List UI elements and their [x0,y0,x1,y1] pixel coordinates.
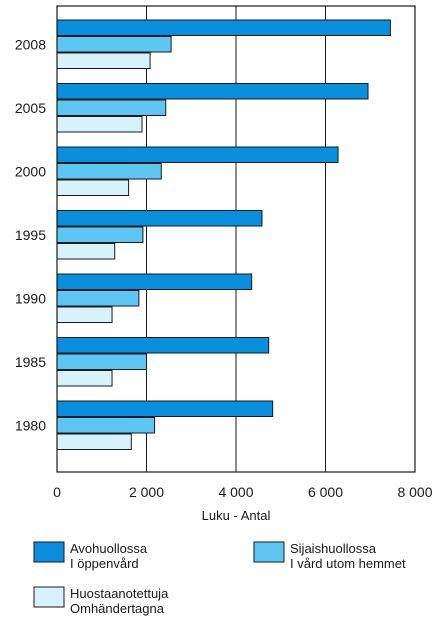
bar-1995-series-3 [56,243,116,260]
bar-2008-series-3 [56,52,151,69]
plot-frame [56,5,416,473]
legend-label-series-1: Avohuollossa [70,541,148,556]
bar-2000-series-2 [56,163,162,180]
category-label-2005: 2005 [15,100,46,116]
bar-1985-series-2 [56,353,147,370]
category-label-1980: 1980 [15,417,46,433]
category-label-2008: 2008 [15,36,46,52]
legend-sublabel-series-3: Omhändertagna [70,601,165,616]
x-tick-label-4000: 4 000 [218,484,253,500]
bar-1990-series-1 [56,273,253,290]
bar-1990-series-2 [56,290,140,307]
legend-sublabel-series-2: I vård utom hemmet [290,556,406,571]
x-tick-label-8000: 8 000 [397,484,432,500]
bar-2008-series-1 [56,19,391,36]
x-tick-label-2000: 2 000 [129,484,164,500]
x-tick-label-0: 0 [53,484,61,500]
x-axis-title: Luku - Antal [202,508,271,523]
x-tick-label-6000: 6 000 [308,484,343,500]
bar-1985-series-3 [56,370,113,387]
category-label-1995: 1995 [15,227,46,243]
bar-1980-series-2 [56,417,156,434]
bar-1980-series-3 [56,433,132,450]
bar-1995-series-1 [56,210,263,227]
bar-1990-series-3 [56,306,113,323]
legend-label-series-2: Sijaishuollossa [290,541,377,556]
bar-2008-series-2 [56,36,172,53]
bar-2005-series-3 [56,116,143,133]
x-tick-labels: 0 2 000 4 000 6 000 8 000 [53,484,433,500]
legend-sublabel-series-1: I öppenvård [70,556,139,571]
bar-1995-series-2 [56,226,144,243]
plot-border [56,5,416,473]
legend-label-series-3: Huostaanotettuja [70,586,169,601]
legend-swatch-series-1 [33,541,65,563]
legend-swatch-series-3 [33,586,65,608]
category-label-1990: 1990 [15,290,46,306]
legend-swatch-series-2 [253,541,285,563]
bar-1985-series-1 [56,337,270,354]
category-labels: 2008 2005 2000 1995 1990 1985 1980 [15,36,46,433]
category-label-1985: 1985 [15,354,46,370]
bar-1980-series-1 [56,400,274,417]
category-label-2000: 2000 [15,163,46,179]
bar-2000-series-1 [56,146,339,163]
bar-2005-series-1 [56,83,369,100]
bars [56,19,391,450]
bar-2000-series-3 [56,179,130,196]
bar-2005-series-2 [56,99,167,116]
